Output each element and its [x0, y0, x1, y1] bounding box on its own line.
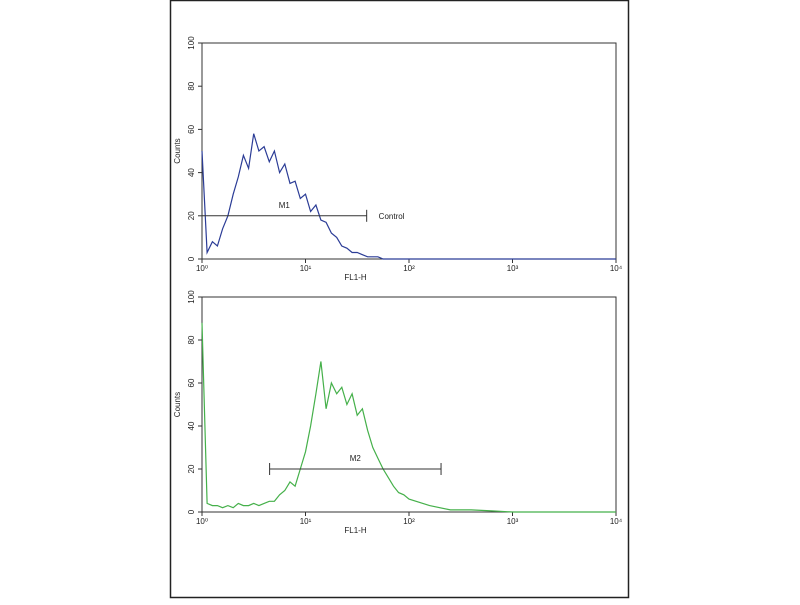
gate-label: M1: [279, 201, 291, 210]
x-tick-label: 10²: [403, 264, 415, 273]
x-tick-label: 10⁴: [610, 264, 623, 273]
y-tick-label: 0: [187, 256, 196, 261]
y-tick-label: 20: [187, 464, 196, 473]
histogram-line: [201, 322, 616, 513]
y-tick-label: 100: [187, 290, 196, 304]
y-axis-label: Counts: [173, 138, 182, 163]
y-tick-label: 0: [187, 509, 196, 514]
y-tick-label: 80: [187, 81, 196, 90]
frame: [169, 0, 630, 599]
x-tick-label: 10³: [507, 517, 519, 526]
y-tick-label: 40: [187, 421, 196, 430]
y-tick-label: 80: [187, 335, 196, 344]
y-tick-label: 60: [187, 124, 196, 133]
gate-label: M2: [350, 454, 362, 463]
x-axis-label: FL1-H: [344, 526, 366, 535]
x-tick-label: 10¹: [300, 517, 312, 526]
x-tick-label: 10¹: [300, 264, 312, 273]
x-axis-label: FL1-H: [344, 273, 366, 282]
x-tick-label: 10⁴: [610, 517, 623, 526]
y-tick-label: 40: [187, 168, 196, 177]
x-tick-label: 10⁰: [196, 264, 208, 273]
x-tick-label: 10²: [403, 517, 415, 526]
x-tick-label: 10⁰: [196, 517, 208, 526]
annotation: Control: [379, 212, 405, 221]
histogram-line: [201, 133, 616, 260]
y-tick-label: 60: [187, 378, 196, 387]
y-axis-label: Counts: [173, 392, 182, 417]
y-tick-label: 100: [187, 36, 196, 50]
y-tick-label: 20: [187, 211, 196, 220]
x-tick-label: 10³: [507, 264, 519, 273]
